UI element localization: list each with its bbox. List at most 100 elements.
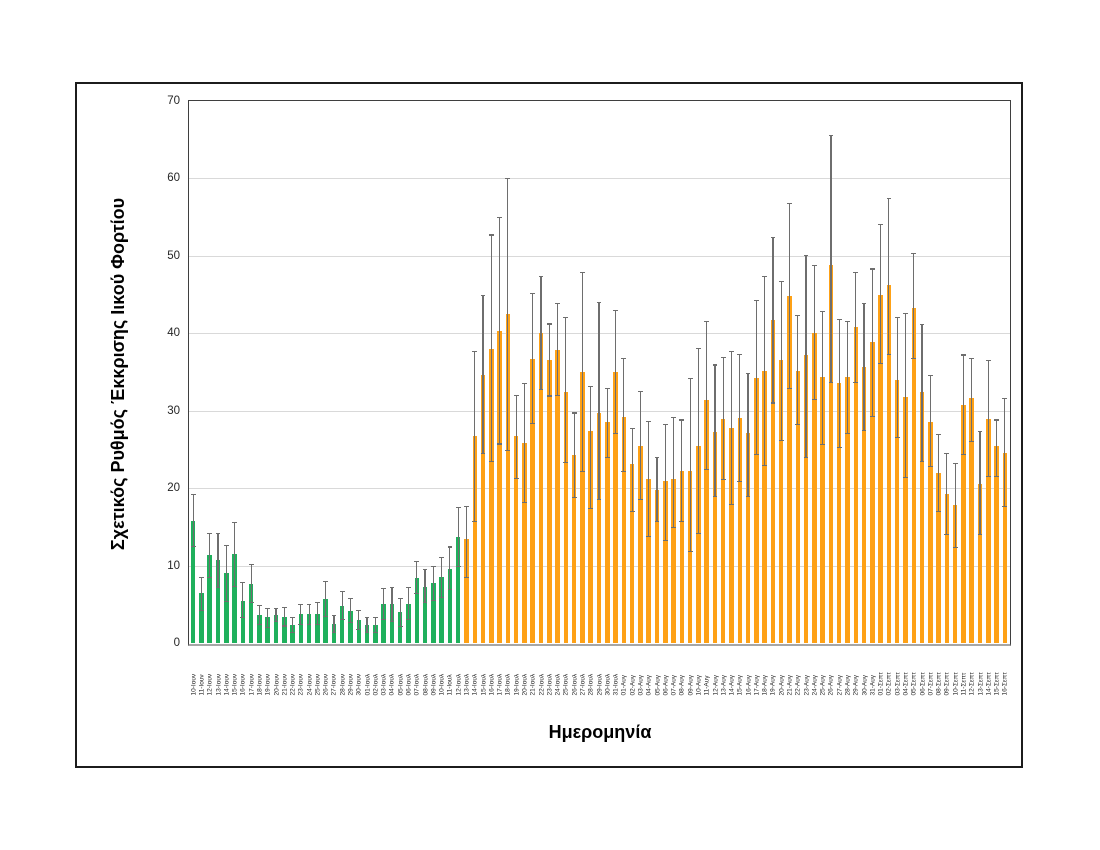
- bar: [224, 573, 229, 643]
- error-bar-cap: [430, 565, 436, 567]
- bar: [331, 624, 337, 643]
- x-tick-label: 13-Αυγ: [720, 674, 728, 695]
- x-tick-label: 09-Ιουλ: [430, 673, 438, 695]
- bar: [480, 375, 486, 643]
- bar: [952, 505, 958, 643]
- error-bar-cap: [248, 564, 254, 566]
- bar: [298, 614, 304, 643]
- x-tick-label: 16-Ιουν: [239, 673, 247, 695]
- error-bar-cap: [944, 534, 950, 536]
- plot-area: [188, 100, 1011, 646]
- bar: [364, 625, 370, 643]
- error-bar: [532, 293, 534, 424]
- bar: [621, 416, 627, 643]
- error-bar-cap: [927, 374, 933, 376]
- error-bar: [416, 561, 418, 594]
- bar: [646, 478, 651, 643]
- bar: [654, 489, 660, 643]
- bar: [745, 433, 751, 643]
- error-bar-cap: [787, 202, 792, 204]
- error-bar-cap: [894, 437, 900, 439]
- bar: [580, 372, 585, 643]
- error-bar-cap: [919, 461, 925, 463]
- error-bar-cap: [778, 440, 784, 442]
- bar: [663, 481, 668, 643]
- x-tick-label: 27-Αυγ: [836, 674, 844, 695]
- x-tick-label: 23-Ιουλ: [546, 673, 554, 695]
- error-bar-cap: [406, 619, 411, 621]
- error-bar: [441, 557, 443, 598]
- error-bar-cap: [265, 626, 271, 629]
- bar: [861, 366, 867, 643]
- x-tick-label: 25-Ιουν: [314, 673, 322, 695]
- x-axis-title: Ημερομηνία: [548, 722, 652, 742]
- error-bar: [846, 321, 849, 434]
- error-bar: [747, 373, 749, 497]
- error-bar-cap: [745, 372, 751, 375]
- error-bar: [250, 564, 252, 603]
- error-bar-cap: [853, 381, 859, 383]
- error-bar: [946, 453, 948, 535]
- error-bar-cap: [265, 607, 271, 609]
- error-bar-cap: [662, 424, 668, 426]
- error-bar-cap: [414, 592, 420, 594]
- error-bar-cap: [273, 608, 279, 610]
- bar: [464, 538, 469, 643]
- error-bar-cap: [704, 469, 710, 471]
- error-bar: [242, 582, 244, 618]
- error-bar: [515, 395, 517, 478]
- x-tick-label: 07-Ιουλ: [413, 673, 421, 695]
- error-bar-cap: [381, 619, 387, 621]
- error-bar-cap: [323, 581, 329, 583]
- error-bar-cap: [911, 358, 917, 360]
- error-bar-cap: [439, 556, 445, 558]
- bar: [986, 418, 991, 643]
- error-bar-cap: [298, 623, 304, 625]
- bar: [215, 560, 221, 643]
- x-tick-label: 30-Ιουν: [355, 673, 363, 695]
- error-bar-cap: [646, 421, 652, 423]
- error-bar-cap: [223, 600, 229, 602]
- x-tick-label: 19-Ιουν: [264, 673, 272, 695]
- x-tick-label: 17-Ιουλ: [496, 673, 504, 695]
- error-bar-cap: [836, 318, 842, 320]
- x-tick-label: 04-Ιουλ: [388, 673, 396, 695]
- error-bar-cap: [969, 441, 975, 443]
- error-bar-cap: [936, 434, 941, 436]
- x-tick-label: 05-Ιουλ: [397, 673, 405, 695]
- error-bar-cap: [778, 280, 784, 282]
- bar: [439, 577, 444, 643]
- x-tick-label: 04-Σεπτ: [902, 671, 910, 695]
- error-bar-cap: [944, 452, 950, 454]
- error-bar-cap: [629, 510, 635, 512]
- x-tick-label: 16-Αυγ: [745, 674, 753, 695]
- bar: [455, 536, 461, 643]
- bar: [513, 436, 519, 643]
- error-bar-cap: [720, 356, 726, 358]
- error-bar: [788, 203, 791, 389]
- bar: [687, 471, 693, 643]
- error-bar: [772, 237, 774, 403]
- bar: [754, 378, 759, 643]
- bar: [613, 372, 618, 643]
- bar: [505, 313, 511, 643]
- bar: [605, 422, 610, 643]
- x-tick-label: 13-Ιουλ: [463, 673, 471, 695]
- bar: [290, 625, 295, 643]
- error-bar-cap: [845, 432, 850, 434]
- error-bar: [540, 276, 542, 390]
- x-tick-label: 11-Ιουλ: [446, 673, 454, 695]
- error-bar-cap: [240, 616, 246, 618]
- error-bar: [200, 577, 202, 611]
- x-tick-label: 13-Ιουν: [215, 673, 222, 695]
- error-bar-cap: [604, 457, 610, 459]
- error-bar-cap: [290, 632, 295, 634]
- error-bar-cap: [919, 324, 925, 326]
- x-tick-label: 21-Ιουν: [281, 673, 289, 695]
- y-tick-label: 60: [167, 172, 180, 185]
- error-bar: [921, 324, 923, 462]
- error-bar-cap: [671, 417, 676, 419]
- bar: [232, 554, 237, 643]
- x-tick-label: 31-Αυγ: [869, 674, 877, 695]
